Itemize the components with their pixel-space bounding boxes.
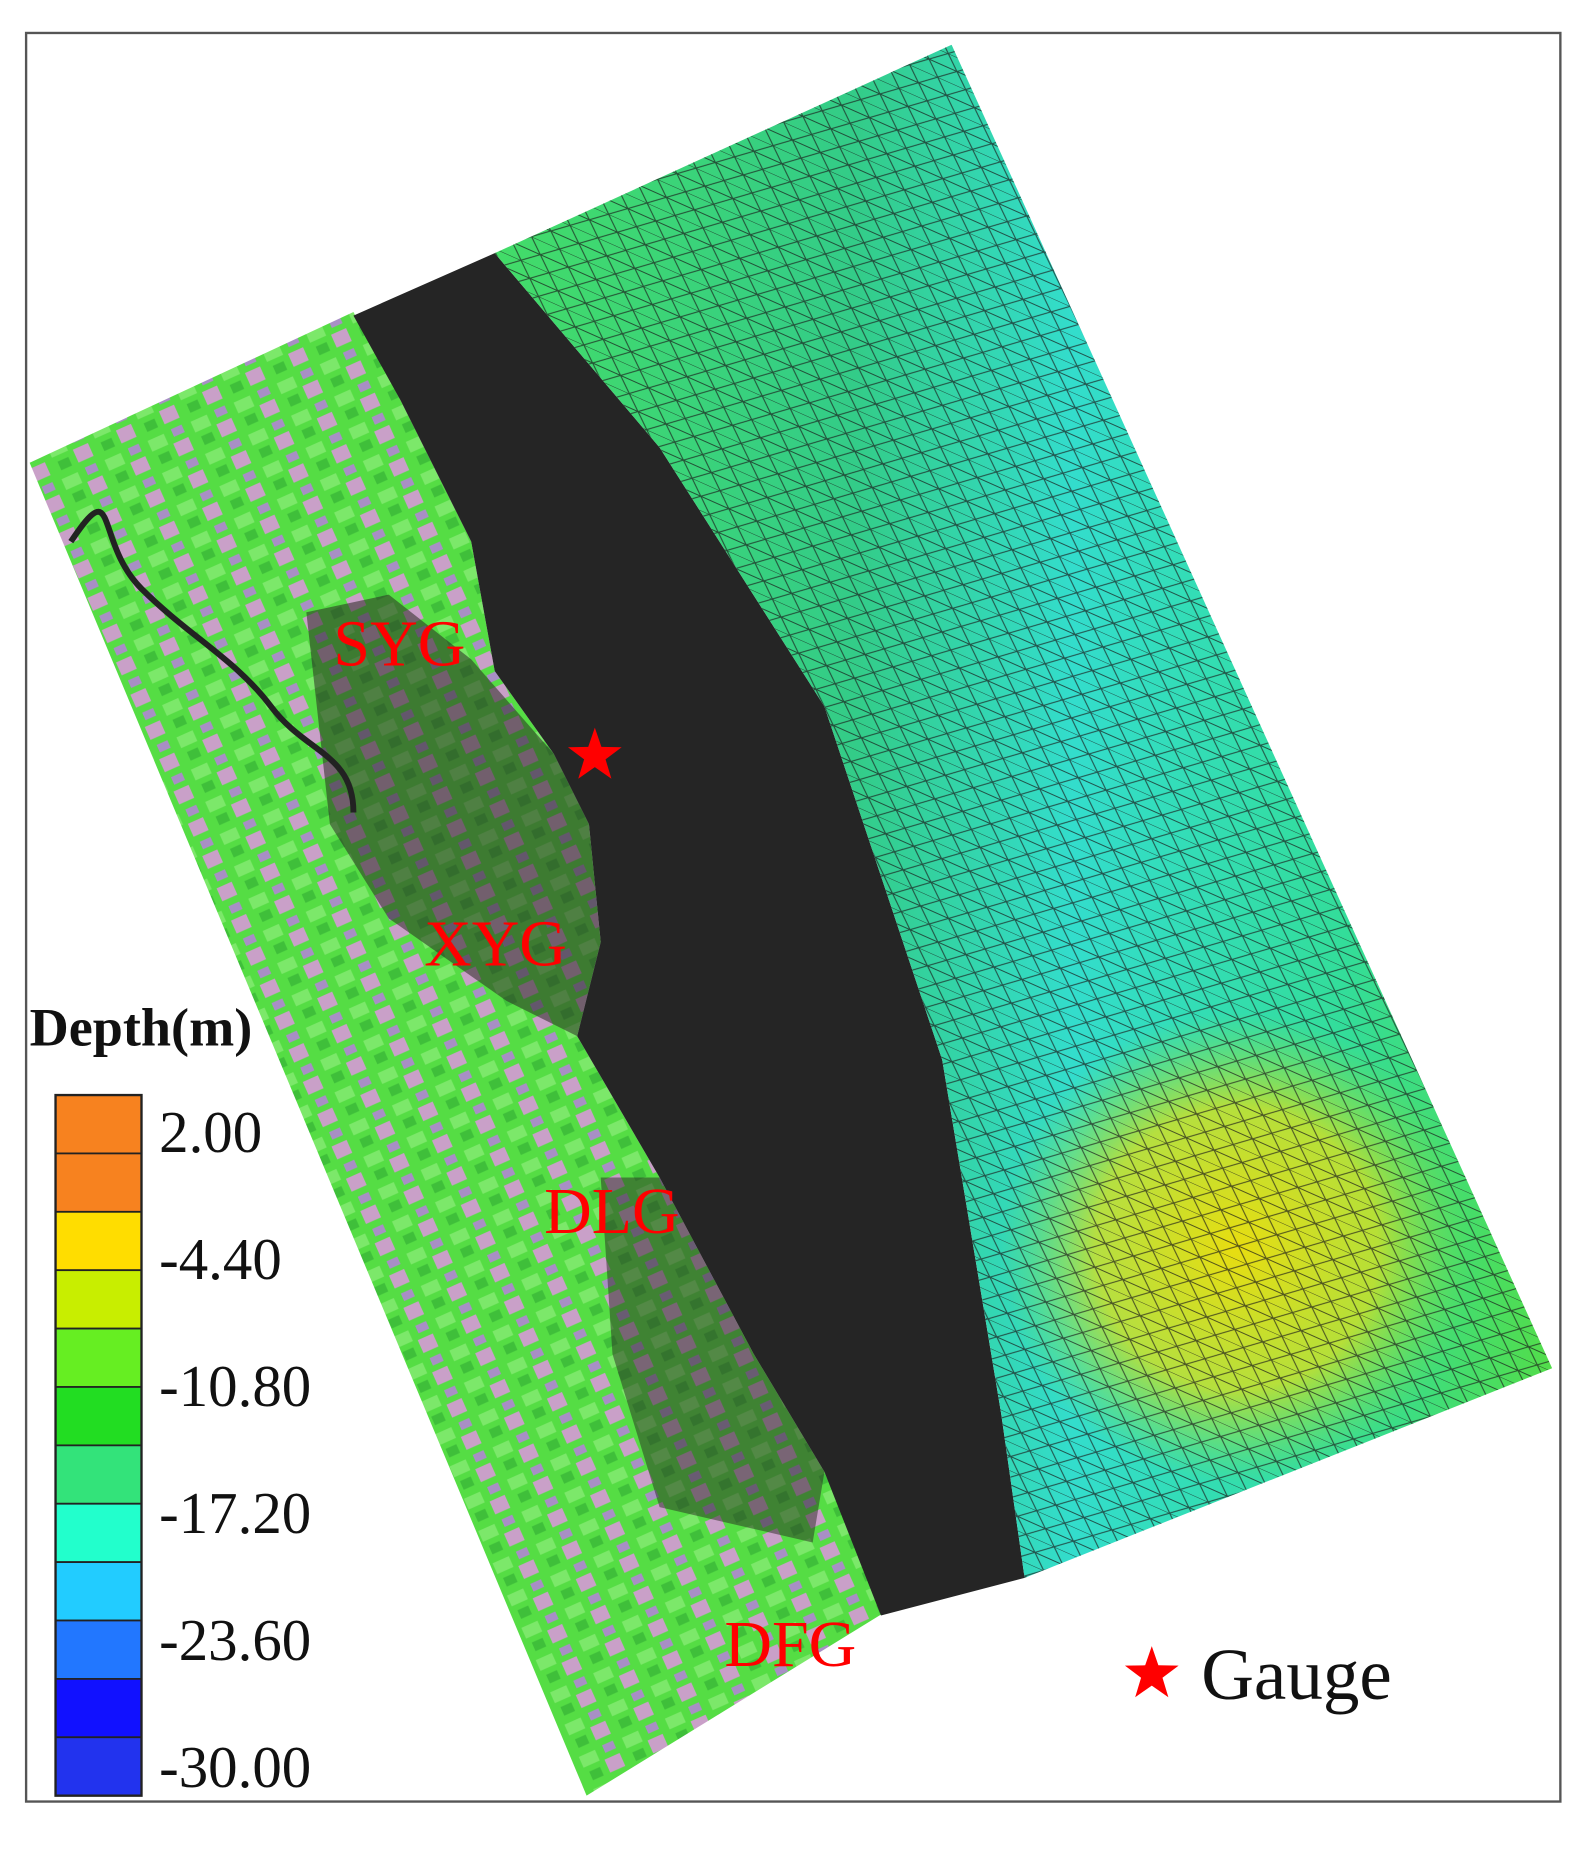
legend-gauge-marker <box>1124 1646 1179 1698</box>
colorbar-tick-label: -17.20 <box>159 1481 311 1546</box>
colorbar-border <box>54 1093 143 1797</box>
gauge-marker <box>567 727 622 779</box>
colorbar-band <box>54 1152 143 1213</box>
colorbar-band <box>54 1269 143 1330</box>
colorbar-band <box>54 1094 143 1155</box>
colorbar-band <box>54 1210 143 1272</box>
colorbar-band <box>54 1327 143 1388</box>
colorbar-tick-label: -10.80 <box>159 1354 311 1419</box>
colorbar-tick-label: -4.40 <box>159 1227 282 1292</box>
legend-title: Depth(m) <box>30 998 253 1058</box>
place-label: SYG <box>333 607 465 680</box>
reclaimed-land <box>306 594 601 1037</box>
colorbar-tick-label: -30.00 <box>159 1735 311 1800</box>
colorbar-tick-label: 2.00 <box>159 1100 262 1165</box>
colorbar-band <box>54 1502 143 1564</box>
colorbar-band <box>54 1444 143 1505</box>
colorbar-band <box>54 1736 143 1797</box>
place-label: DFG <box>724 1608 856 1681</box>
reclaimed-land <box>600 1177 825 1543</box>
colorbar-tick-label: -23.60 <box>159 1608 311 1673</box>
river <box>68 508 357 813</box>
colorbar-band <box>54 1561 143 1622</box>
gauge-legend-label: Gauge <box>1201 1634 1392 1715</box>
colorbar-band <box>54 1386 143 1447</box>
colorbar: 2.00 -4.40 -10.80 -17.20 -23.60 -30.00 <box>54 1093 311 1800</box>
place-label: DLG <box>544 1175 679 1248</box>
tidal-flat <box>353 253 1025 1616</box>
colorbar-band <box>54 1619 143 1680</box>
place-label: XYG <box>424 908 567 981</box>
colorbar-band <box>54 1678 143 1739</box>
